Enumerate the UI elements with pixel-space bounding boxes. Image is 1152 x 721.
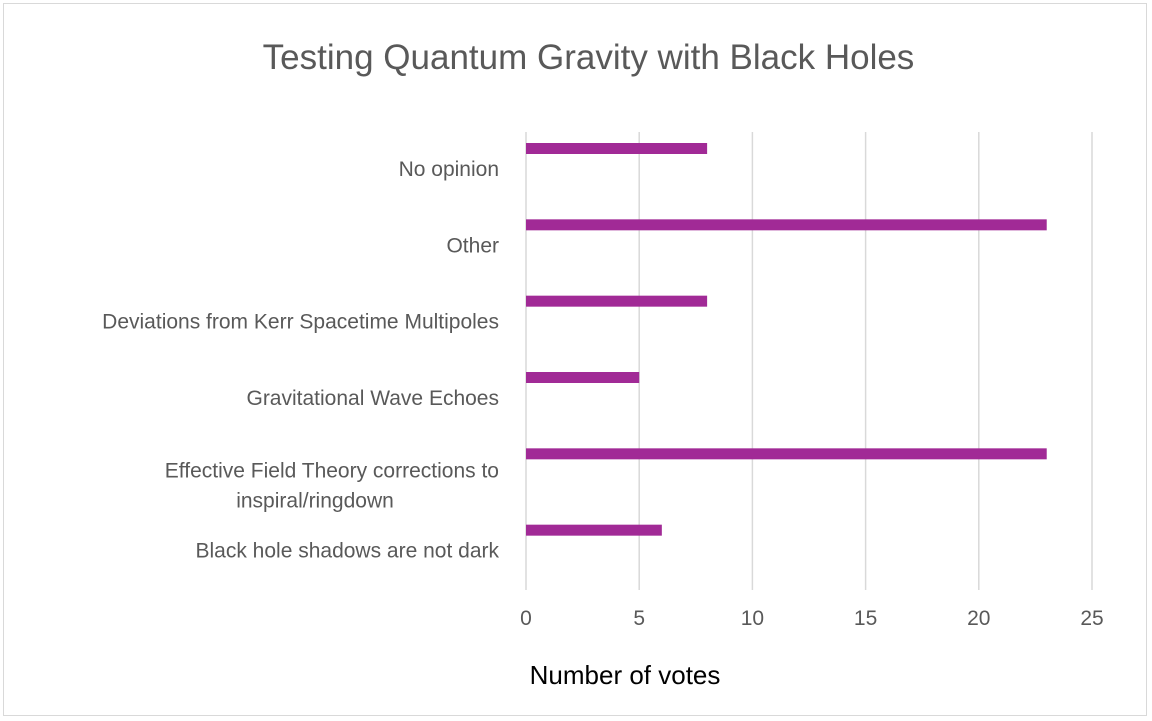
bars bbox=[526, 143, 1047, 536]
x-tick-label: 0 bbox=[520, 607, 532, 630]
category-label: No opinion bbox=[399, 158, 499, 181]
x-tick-label: 25 bbox=[1080, 607, 1103, 630]
x-tick-label: 10 bbox=[741, 607, 764, 630]
gridlines bbox=[525, 132, 1093, 590]
bar bbox=[526, 143, 708, 154]
x-axis-title: Number of votes bbox=[529, 660, 721, 690]
category-label: Black hole shadows are not dark bbox=[195, 540, 499, 563]
category-label: Gravitational Wave Echoes bbox=[246, 387, 499, 410]
chart-title: Testing Quantum Gravity with Black Holes bbox=[262, 38, 915, 77]
x-tick-label: 5 bbox=[633, 607, 645, 630]
bar bbox=[526, 219, 1047, 231]
x-tick-label: 15 bbox=[854, 607, 877, 630]
x-tick-label: 20 bbox=[967, 607, 990, 630]
category-label: inspiral/ringdown bbox=[236, 489, 394, 512]
bar bbox=[526, 448, 1047, 460]
x-tick-labels: 0 5 10 15 20 25 bbox=[520, 607, 1104, 630]
bar bbox=[526, 372, 640, 383]
chart-frame bbox=[3, 3, 1147, 716]
category-label: Effective Field Theory corrections to bbox=[165, 459, 499, 482]
category-label: Other bbox=[446, 234, 499, 257]
category-label: Deviations from Kerr Spacetime Multipole… bbox=[102, 311, 499, 334]
category-labels: No opinion Other Deviations from Kerr Spac… bbox=[102, 158, 499, 563]
bar bbox=[526, 524, 662, 536]
bar bbox=[526, 295, 708, 307]
